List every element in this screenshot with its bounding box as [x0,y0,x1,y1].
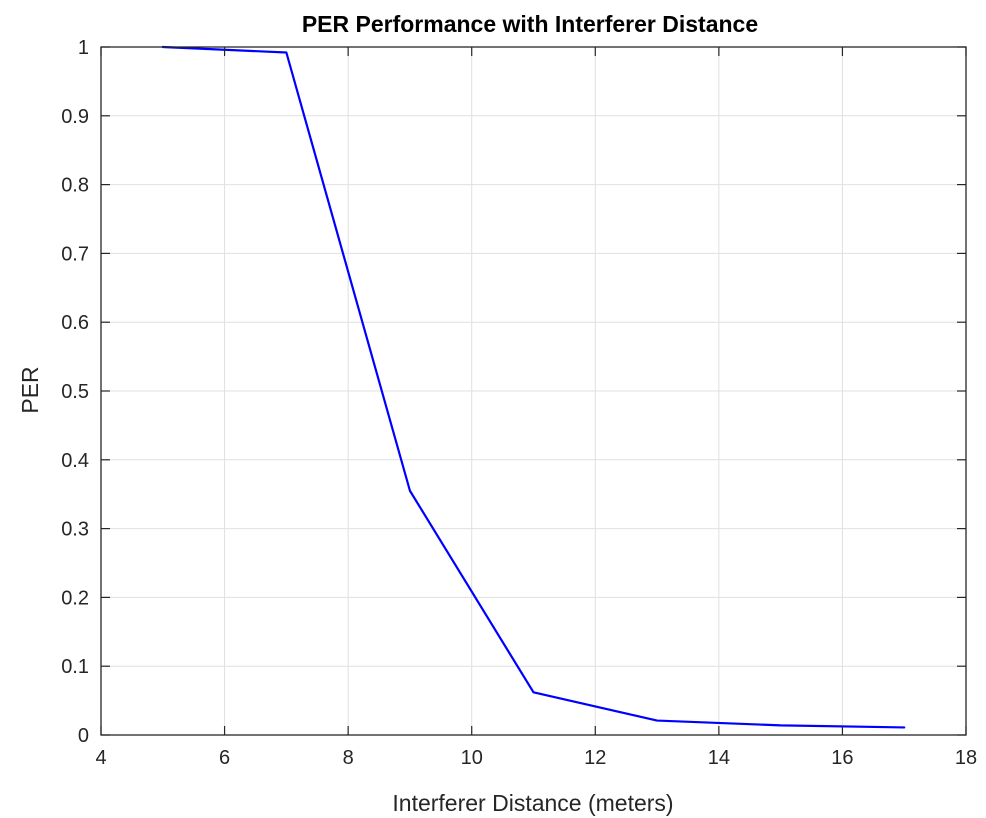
y-axis-label: PER [17,366,43,413]
y-tick-label: 0.5 [61,381,89,403]
x-tick-label: 18 [955,747,977,769]
y-tick-label: 0.4 [61,450,89,472]
y-tick-label: 0.1 [61,656,89,678]
x-tick-label: 4 [95,747,106,769]
series-layer [161,45,906,729]
y-tick-label: 0.7 [61,243,89,265]
y-tick-label: 0.8 [61,175,89,197]
x-tick-label: 10 [461,747,483,769]
y-tick-label: 0.3 [61,519,89,541]
y-tick-label: 0.9 [61,106,89,128]
y-tick-label: 0.6 [61,312,89,334]
x-tick-label: 6 [219,747,230,769]
x-tick-label: 14 [708,747,730,769]
chart-title: PER Performance with Interferer Distance [302,11,758,37]
x-axis-label: Interferer Distance (meters) [392,790,673,816]
y-tick-label: 0.2 [61,587,89,609]
y-tick-label: 1 [78,37,89,59]
series-line [161,45,906,729]
y-tick-label: 0 [78,725,89,747]
ticks: 4 6 8 10 12 14 16 18 0 0.1 0.2 0.3 0.4 0.5 0.6 0.7 0.8 0.… [61,37,977,769]
x-tick-label: 12 [584,747,606,769]
grid [101,47,966,735]
x-tick-label: 16 [831,747,853,769]
x-tick-label: 8 [343,747,354,769]
